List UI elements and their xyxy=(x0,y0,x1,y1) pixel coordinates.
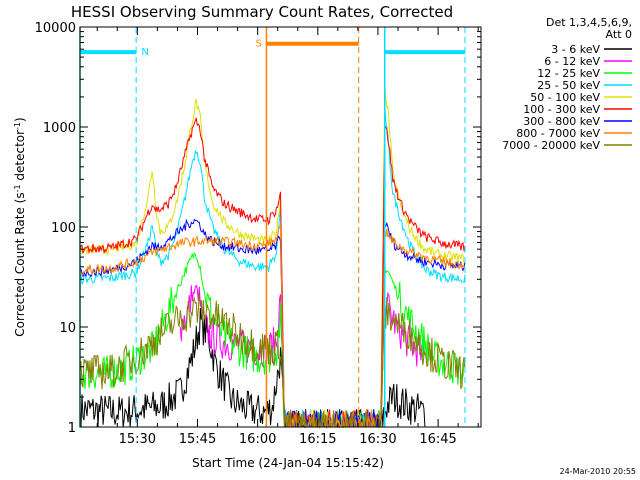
series-line-100-300-kev xyxy=(79,117,466,428)
legend-header-line-2: Att 0 xyxy=(606,28,632,41)
y-axis-label-part-2: detector xyxy=(13,130,27,185)
x-tick-label: 15:30 xyxy=(119,432,156,447)
legend-label: 3 - 6 keV xyxy=(551,43,600,56)
x-axis: 15:30 15:45 16:00 16:15 16:30 16:45 xyxy=(96,27,479,447)
legend-label: 800 - 7000 keV xyxy=(516,127,600,140)
saa-label: S xyxy=(256,39,262,50)
y-tick-label: 100 xyxy=(51,221,76,236)
legend-label: 100 - 300 keV xyxy=(523,103,600,116)
y-tick-label: 1000 xyxy=(43,121,76,136)
legend-label: 25 - 50 keV xyxy=(537,79,600,92)
chart-title: HESSI Observing Summary Count Rates, Cor… xyxy=(71,3,453,21)
y-tick-label: 10 xyxy=(59,321,76,336)
series-line-800-7000-kev xyxy=(79,224,466,429)
x-tick-label: 15:45 xyxy=(179,432,216,447)
y-axis-label-part-1: Corrected Count Rate (s xyxy=(13,192,27,336)
legend-label: 6 - 12 keV xyxy=(544,55,600,68)
y-tick-label: 1 xyxy=(68,421,76,436)
y-axis-label-exponent-2: -1 xyxy=(13,122,22,130)
x-tick-label: 16:15 xyxy=(299,432,336,447)
legend-label: 12 - 25 keV xyxy=(537,67,600,80)
legend-header-line-1: Det 1,3,4,5,6,9, xyxy=(546,16,632,29)
y-axis-label-part-3: ) xyxy=(13,117,27,122)
x-tick-label: 16:00 xyxy=(239,432,276,447)
plot-content xyxy=(79,83,466,429)
x-tick-label: 16:45 xyxy=(419,432,456,447)
series-line-25-50-kev xyxy=(79,104,466,429)
legend-label: 300 - 800 keV xyxy=(523,115,600,128)
y-axis: 1 10 100 1000 10000 xyxy=(35,21,481,436)
y-tick-label: 10000 xyxy=(35,21,76,36)
annotation-layer: NS xyxy=(79,27,466,427)
series-line-50-100-kev xyxy=(79,83,466,429)
y-axis-label: Corrected Count Rate (s-1 detector-1) xyxy=(13,117,28,336)
x-axis-label: Start Time (24-Jan-04 15:15:42) xyxy=(192,456,384,470)
x-tick-label: 16:30 xyxy=(359,432,396,447)
series-line-7000-20000-kev xyxy=(79,294,466,429)
footer-timestamp: 24-Mar-2010 20:55 xyxy=(560,467,637,476)
y-axis-label-exponent-1: -1 xyxy=(13,184,22,192)
legend-label: 7000 - 20000 keV xyxy=(502,139,600,152)
legend-label: 50 - 100 keV xyxy=(530,91,600,104)
series-line-12-25-kev xyxy=(79,252,466,429)
night-label: N xyxy=(141,47,148,58)
